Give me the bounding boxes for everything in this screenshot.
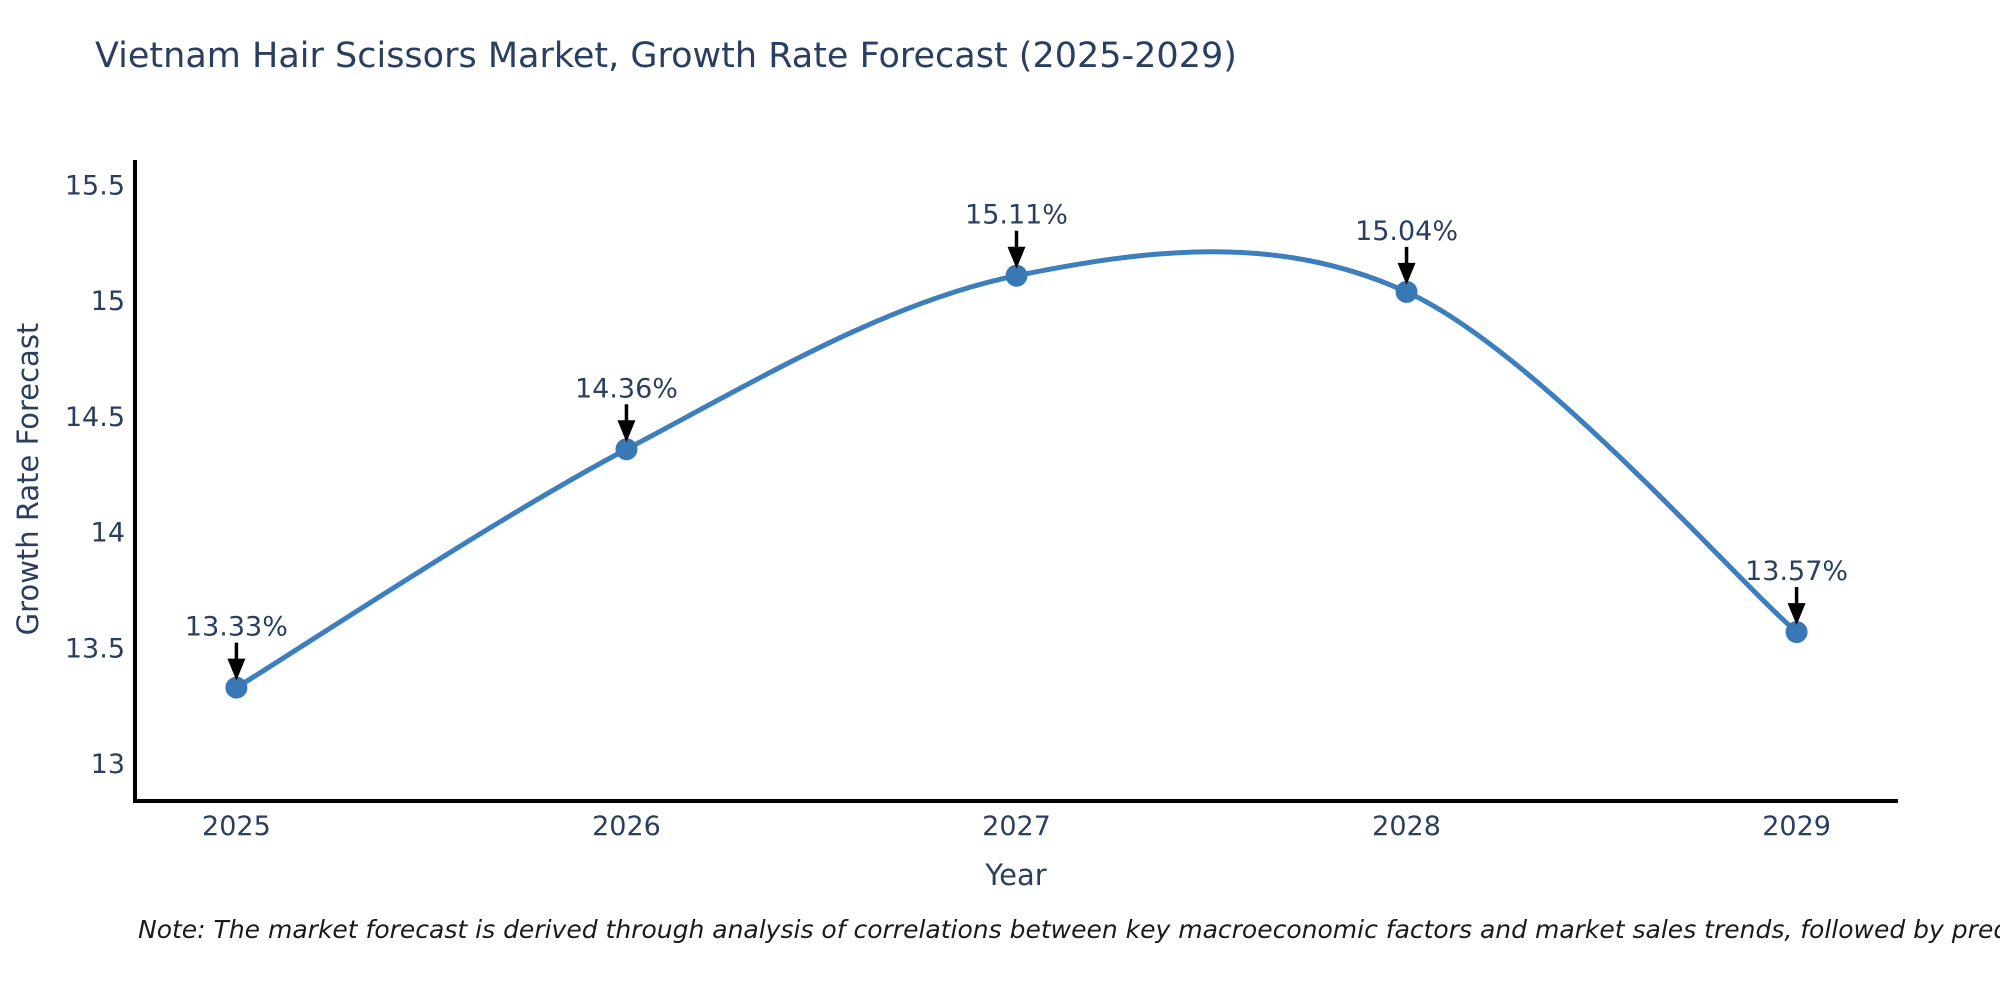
annotation-arrow-head bbox=[1007, 246, 1026, 269]
x-tick-label: 2027 bbox=[982, 811, 1051, 842]
y-tick-label: 13.5 bbox=[65, 633, 125, 664]
data-point bbox=[615, 438, 638, 461]
y-tick-label: 15.5 bbox=[65, 170, 125, 201]
point-label: 15.11% bbox=[965, 200, 1068, 231]
x-tick-label: 2026 bbox=[592, 811, 661, 842]
point-label: 13.33% bbox=[185, 612, 288, 643]
annotation-arrow-head bbox=[1787, 603, 1806, 626]
footnote: Note: The market forecast is derived thr… bbox=[138, 915, 2000, 944]
annotation-arrow-head bbox=[227, 658, 246, 681]
point-label: 15.04% bbox=[1355, 216, 1458, 247]
y-tick-label: 15 bbox=[91, 286, 125, 317]
x-tick-label: 2028 bbox=[1372, 811, 1441, 842]
annotation-arrow-head bbox=[617, 420, 636, 443]
series-line bbox=[235, 249, 1799, 690]
data-point bbox=[1395, 280, 1418, 303]
data-point bbox=[1785, 621, 1808, 644]
data-point bbox=[225, 676, 248, 699]
point-label: 14.36% bbox=[575, 373, 678, 404]
y-tick-label: 13 bbox=[91, 749, 125, 780]
chart-title: Vietnam Hair Scissors Market, Growth Rat… bbox=[95, 36, 1237, 76]
y-tick-label: 14.5 bbox=[65, 402, 125, 433]
x-tick-label: 2025 bbox=[202, 811, 271, 842]
x-axis-title: Year bbox=[985, 858, 1047, 892]
y-tick-label: 14 bbox=[91, 518, 125, 549]
data-point bbox=[1005, 264, 1028, 287]
point-label: 13.57% bbox=[1745, 556, 1848, 587]
x-tick-label: 2029 bbox=[1762, 811, 1831, 842]
annotation-arrow-head bbox=[1397, 262, 1416, 285]
